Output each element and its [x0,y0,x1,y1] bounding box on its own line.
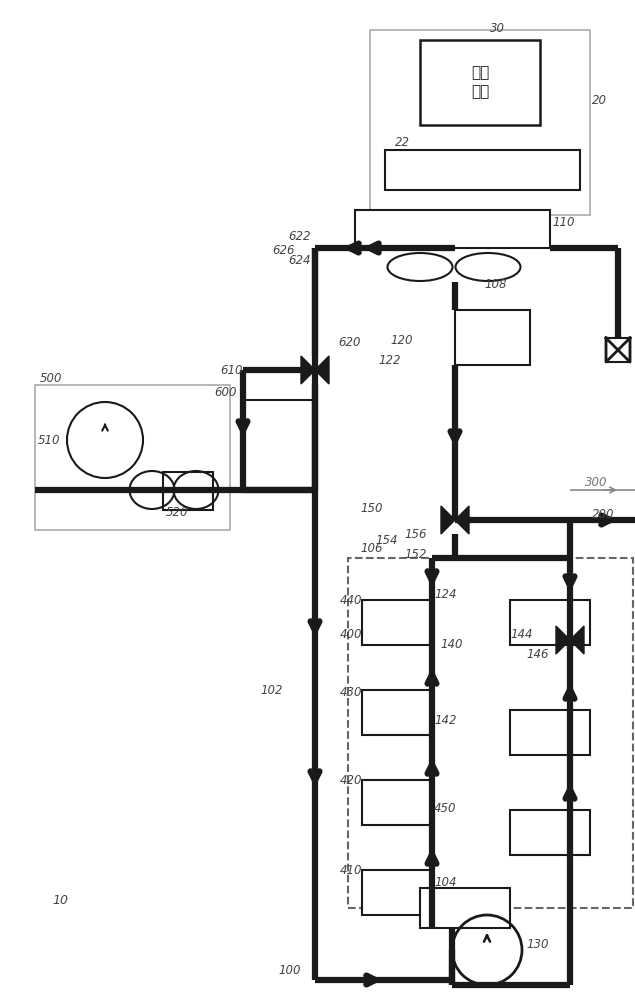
Bar [355,210,550,248]
Text: 106: 106 [360,542,382,554]
Text: 400: 400 [340,629,363,642]
Text: 142: 142 [434,714,457,726]
Text: 146: 146 [526,648,549,662]
Text: 626: 626 [272,243,295,256]
Text: 20: 20 [592,94,607,106]
Text: 燃料
电池: 燃料 电池 [471,65,489,99]
Polygon shape [570,626,584,654]
Polygon shape [441,506,455,534]
Text: 30: 30 [490,21,505,34]
Text: 102: 102 [260,684,283,696]
Bar [510,600,590,645]
Bar [348,558,633,908]
Polygon shape [301,356,315,384]
Bar [385,150,580,190]
Text: 154: 154 [375,534,398,546]
Bar [362,690,432,735]
Text: 110: 110 [552,216,575,229]
Text: 100: 100 [278,964,300,976]
Bar [362,870,432,915]
Text: 510: 510 [38,434,60,446]
Text: 22: 22 [395,136,410,149]
Text: 104: 104 [434,876,457,888]
Text: 150: 150 [360,502,382,514]
Bar [420,40,540,125]
Bar [163,472,213,510]
Text: 410: 410 [340,863,363,876]
Text: 610: 610 [220,363,243,376]
Text: 500: 500 [40,371,62,384]
Text: 450: 450 [434,802,457,814]
Bar [510,810,590,855]
Text: 440: 440 [340,593,363,606]
Text: 124: 124 [434,588,457,601]
Text: 622: 622 [288,230,311,242]
Text: 156: 156 [404,528,427,542]
Text: 130: 130 [526,938,549,952]
Polygon shape [455,506,469,534]
Text: 600: 600 [214,386,236,399]
Text: 430: 430 [340,686,363,700]
Text: 420: 420 [340,774,363,786]
Text: 140: 140 [440,639,462,652]
Bar [370,30,590,215]
Bar [420,888,510,928]
Polygon shape [556,626,570,654]
Text: 122: 122 [378,354,401,366]
Bar [455,310,530,365]
Text: 120: 120 [390,334,413,347]
Bar [35,385,230,530]
Text: 200: 200 [592,508,615,522]
Text: 108: 108 [484,278,507,292]
Text: 300: 300 [585,477,608,489]
Text: 520: 520 [166,506,189,518]
Text: 624: 624 [288,253,311,266]
Text: 620: 620 [338,336,361,349]
Bar [362,600,432,645]
Bar [362,780,432,825]
Text: 10: 10 [52,894,68,906]
Polygon shape [315,356,329,384]
Bar [510,710,590,755]
Bar [606,338,630,362]
Text: 152: 152 [404,548,427,562]
Text: 144: 144 [510,629,533,642]
Bar [243,400,313,490]
